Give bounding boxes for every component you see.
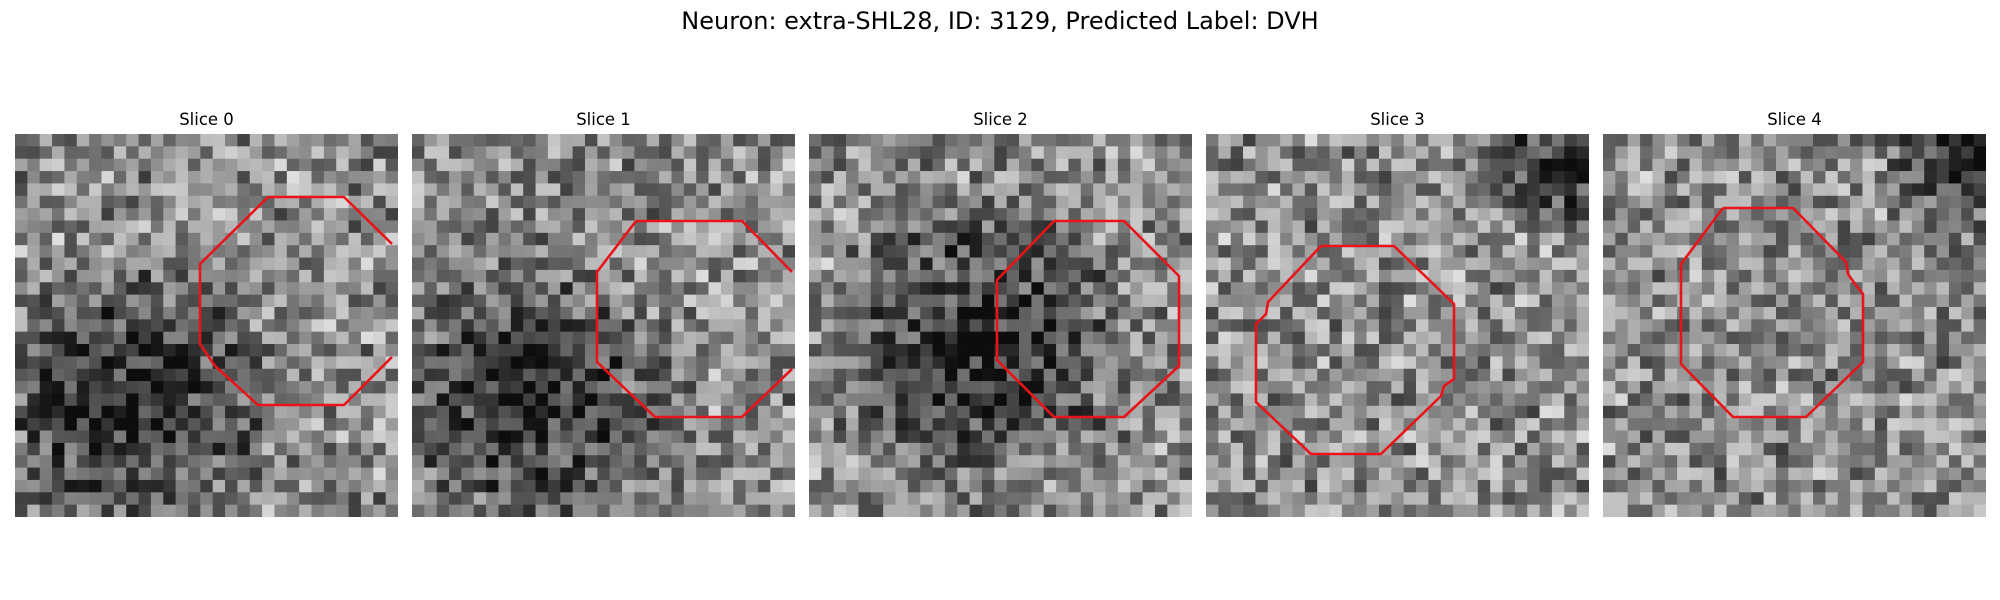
slice-image-3 [1206, 134, 1589, 517]
slice-title-2: Slice 2 [973, 110, 1028, 129]
slice-title-0: Slice 0 [179, 110, 234, 129]
roi-outline-0-1 [198, 196, 393, 407]
slice-image-1 [412, 134, 795, 517]
slice-panel-3: Slice 3 [1206, 0, 1589, 600]
roi-outline-1-0 [636, 219, 793, 273]
roi-outline-0-0 [268, 195, 393, 245]
roi-outline-3-0 [1254, 244, 1456, 456]
slice-panel-1: Slice 1 [412, 0, 795, 600]
slice-image-4 [1603, 134, 1986, 517]
pixel-grid-0 [15, 134, 398, 517]
slice-panel-4: Slice 4 [1603, 0, 1986, 600]
pixel-grid-4 [1603, 134, 1986, 517]
roi-outline-2-0 [995, 219, 1181, 419]
slice-title-1: Slice 1 [576, 110, 631, 129]
pixel-grid-3 [1206, 134, 1589, 517]
pixel-grid-1 [412, 134, 795, 517]
slice-panel-2: Slice 2 [809, 0, 1192, 600]
slice-image-0 [15, 134, 398, 517]
slice-image-2 [809, 134, 1192, 517]
roi-outline-4-0 [1679, 206, 1865, 419]
pixel-grid-2 [809, 134, 1192, 517]
roi-outline-1-1 [595, 220, 793, 419]
slice-title-3: Slice 3 [1370, 110, 1425, 129]
slice-title-4: Slice 4 [1767, 110, 1822, 129]
figure-title: Neuron: extra-SHL28, ID: 3129, Predicted… [681, 7, 1319, 35]
slice-panel-0: Slice 0 [15, 0, 398, 600]
